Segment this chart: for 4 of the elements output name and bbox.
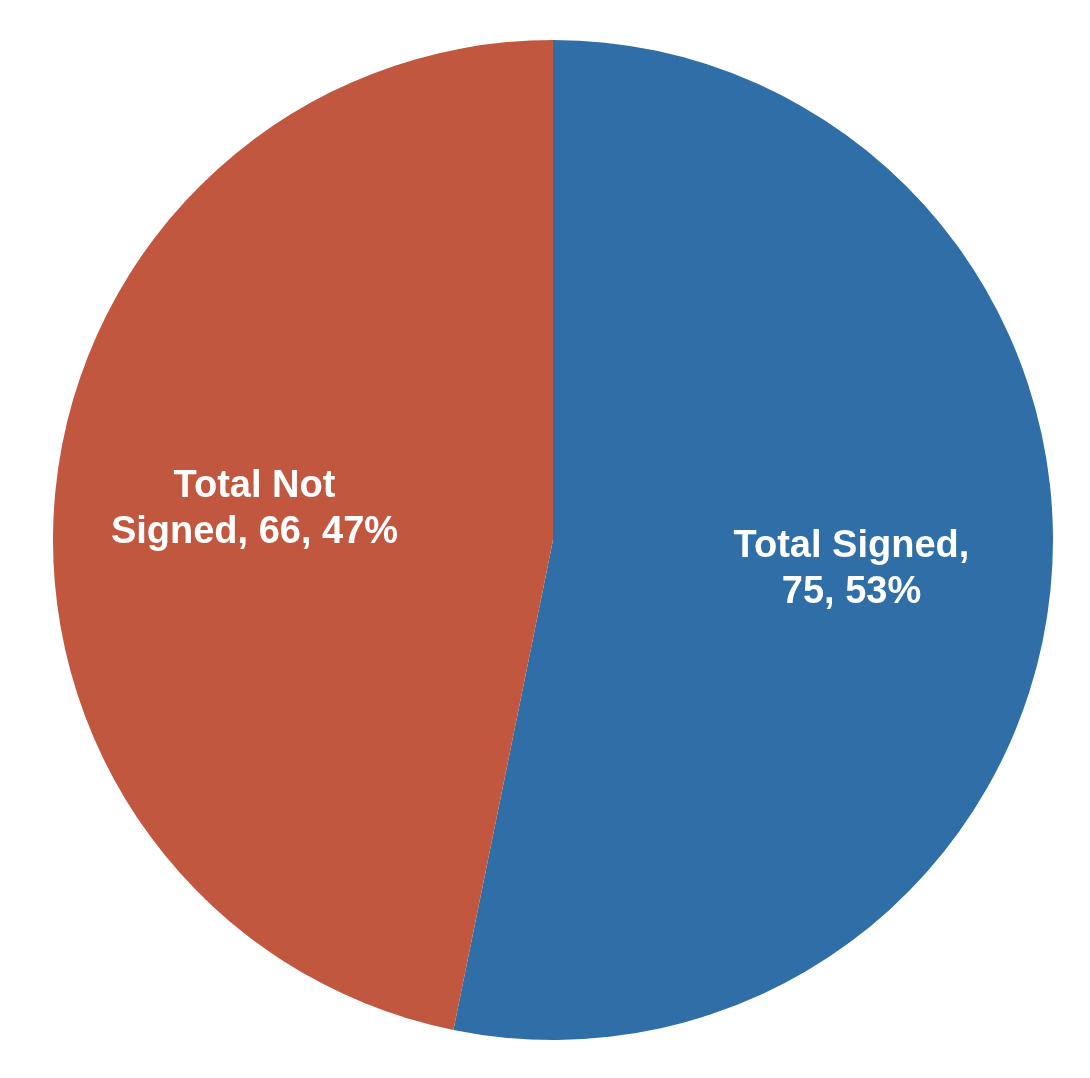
pie-slice	[53, 40, 553, 1030]
slice-label: Total Signed, 75, 53%	[733, 523, 970, 612]
pie-slice	[453, 40, 1053, 1040]
slice-label: Total Not Signed, 66, 47%	[110, 463, 399, 551]
